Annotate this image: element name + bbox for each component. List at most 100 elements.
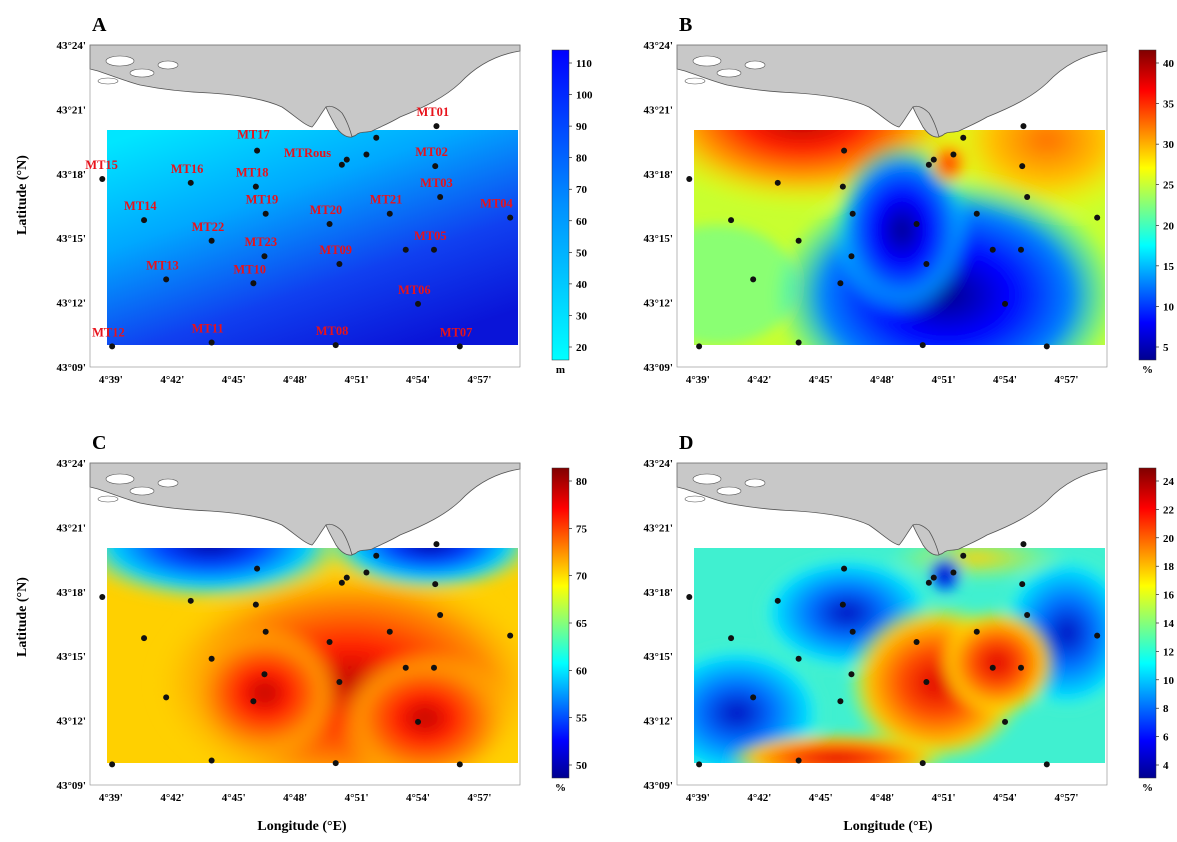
station-marker xyxy=(696,761,703,768)
station-marker xyxy=(923,260,930,267)
station-marker xyxy=(849,628,856,635)
colorbar xyxy=(551,49,570,361)
lat-tick-label: 43°09' xyxy=(644,780,673,792)
station-marker xyxy=(989,664,996,671)
station-marker xyxy=(774,597,781,604)
lat-tick-label: 43°15' xyxy=(644,651,673,663)
station-marker xyxy=(507,632,514,639)
colorbar-tick-label: 55 xyxy=(576,713,588,725)
station-marker xyxy=(336,260,343,267)
station-marker xyxy=(923,678,930,685)
lat-tick-label: 43°12' xyxy=(644,716,673,728)
station-marker xyxy=(99,593,106,600)
colorbar-tick-label: 70 xyxy=(576,184,588,196)
colorbar-tick-label: 16 xyxy=(1163,590,1175,602)
colorbar-tick-label: 20 xyxy=(576,342,588,354)
contour-field xyxy=(107,130,518,345)
station-marker xyxy=(332,760,339,767)
lon-tick-label: 4°51' xyxy=(932,792,956,804)
station-marker xyxy=(960,134,967,141)
station-label: MT08 xyxy=(316,324,349,338)
station-marker xyxy=(1002,300,1009,307)
station-marker xyxy=(837,698,844,705)
station-marker xyxy=(1019,163,1026,170)
station-label: MT09 xyxy=(319,243,352,257)
station-marker xyxy=(919,760,926,767)
station-marker xyxy=(338,579,345,586)
station-marker xyxy=(187,597,194,604)
lon-tick-label: 4°54' xyxy=(406,374,430,386)
station-marker xyxy=(163,694,170,701)
station-marker xyxy=(1019,581,1026,588)
station-marker xyxy=(973,628,980,635)
map-frame xyxy=(89,44,521,368)
colorbar-tick-label: 25 xyxy=(1163,180,1175,192)
colorbar-unit: % xyxy=(1142,364,1153,376)
lon-tick-label: 4°54' xyxy=(406,792,430,804)
station-marker xyxy=(839,183,846,190)
lon-tick-label: 4°39' xyxy=(686,792,710,804)
lon-tick-label: 4°45' xyxy=(222,374,246,386)
lon-tick-label: 4°51' xyxy=(345,374,369,386)
station-marker xyxy=(456,343,463,350)
station-marker xyxy=(841,565,848,572)
lon-tick-label: 4°39' xyxy=(686,374,710,386)
station-marker xyxy=(431,246,437,253)
lat-tick-label: 43°09' xyxy=(57,362,86,374)
lon-tick-label: 4°51' xyxy=(345,792,369,804)
lon-tick-label: 4°57' xyxy=(1054,374,1078,386)
lat-tick-label: 43°12' xyxy=(644,298,673,310)
station-marker xyxy=(250,698,257,705)
station-label: MT18 xyxy=(236,166,269,180)
lat-tick-label: 43°21' xyxy=(57,104,86,116)
station-marker xyxy=(262,628,269,635)
panels-layer: A 43°24' 43°21' 43°18' 43°15' 43°12' 43°09' 4°3… xyxy=(57,14,1175,804)
station-marker xyxy=(913,639,920,646)
station-marker xyxy=(252,183,259,190)
station-marker xyxy=(373,134,380,141)
station-marker xyxy=(1024,611,1031,618)
colorbar-tick-label: 12 xyxy=(1163,646,1175,658)
station-marker xyxy=(989,246,996,253)
colorbar-tick-label: 80 xyxy=(576,153,588,165)
lon-tick-label: 4°57' xyxy=(1054,792,1078,804)
contour-field xyxy=(107,548,518,763)
station-marker xyxy=(795,655,802,662)
station-label: MT12 xyxy=(92,325,125,339)
colorbar xyxy=(1138,467,1157,779)
colorbar-tick-label: 4 xyxy=(1163,760,1169,772)
station-marker xyxy=(338,161,345,168)
lagoon-islands xyxy=(684,55,766,85)
lat-tick-label: 43°21' xyxy=(644,522,673,534)
lat-tick-label: 43°21' xyxy=(644,104,673,116)
colorbar-tick-label: 50 xyxy=(576,760,588,772)
colorbar-tick-label: 10 xyxy=(1163,301,1175,313)
station-marker xyxy=(363,569,370,576)
station-marker xyxy=(254,565,261,572)
station-marker xyxy=(795,237,802,244)
lon-tick-label: 4°42' xyxy=(747,792,771,804)
lon-tick-label: 4°54' xyxy=(993,374,1017,386)
lat-tick-label: 43°24' xyxy=(644,458,673,470)
lat-tick-label: 43°24' xyxy=(57,458,86,470)
lon-tick-label: 4°48' xyxy=(283,374,307,386)
station-marker xyxy=(1018,664,1024,671)
x-axis-title-right: Longitude (°E) xyxy=(843,819,933,834)
station-marker xyxy=(109,343,116,350)
station-marker xyxy=(386,628,393,635)
station-marker xyxy=(1094,214,1101,221)
lon-tick-label: 4°57' xyxy=(467,374,491,386)
colorbar-tick-label: 30 xyxy=(1163,139,1175,151)
station-marker xyxy=(774,179,781,186)
station-marker xyxy=(913,221,920,228)
lon-tick-label: 4°45' xyxy=(222,792,246,804)
station-marker xyxy=(252,601,259,608)
station-marker xyxy=(849,210,856,217)
station-marker xyxy=(848,671,855,678)
map-frame xyxy=(89,462,521,786)
station-marker xyxy=(254,147,261,154)
y-axis-title-bottom: Latitude (°N) xyxy=(15,577,30,657)
colorbar-tick-label: 30 xyxy=(576,310,588,322)
station-marker xyxy=(431,664,437,671)
